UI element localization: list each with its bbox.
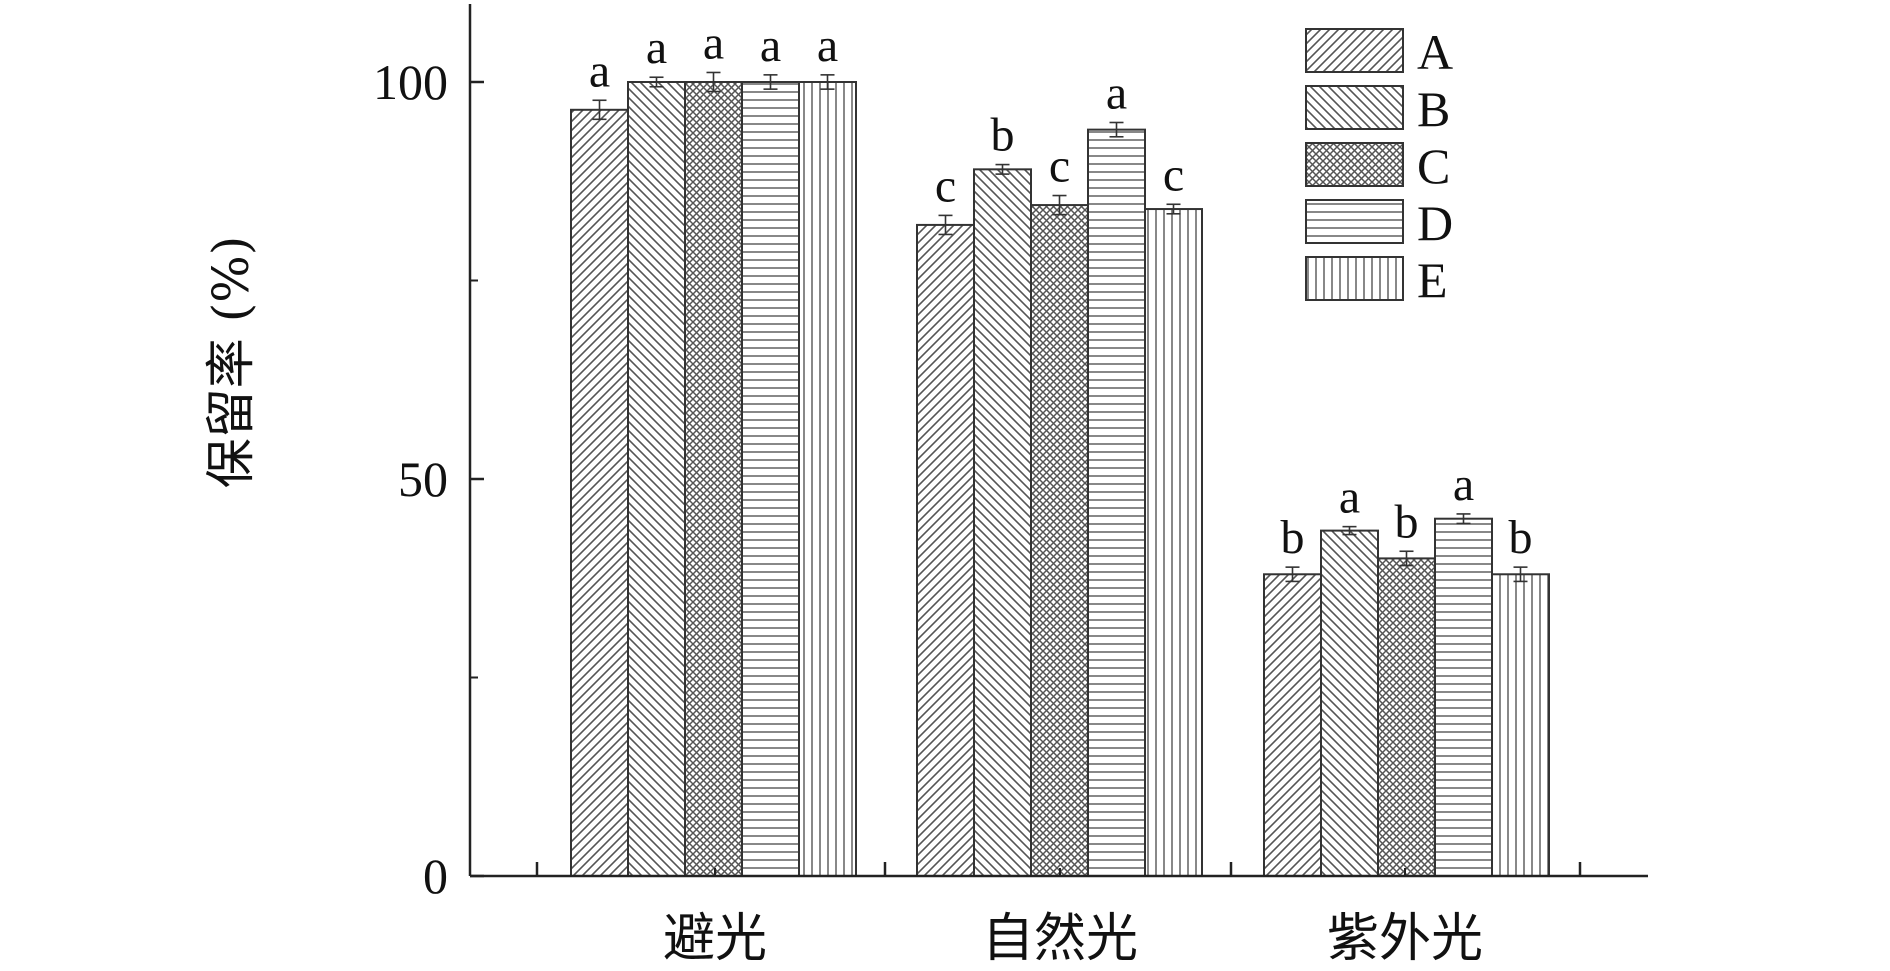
legend-swatch: [1305, 256, 1404, 301]
y-tick-label: 50: [398, 451, 448, 507]
legend-label: D: [1417, 195, 1453, 251]
bar: [916, 223, 975, 878]
bar: [570, 108, 629, 878]
bar: [1434, 517, 1493, 877]
bar: [684, 81, 743, 877]
significance-label: b: [1281, 511, 1305, 564]
legend-swatch: [1305, 142, 1404, 187]
error-bars-layer: [592, 71, 1528, 583]
significance-label: b: [1395, 495, 1419, 548]
y-tick-label: 0: [423, 848, 448, 904]
significance-label: c: [1163, 148, 1184, 201]
legend-label: A: [1417, 24, 1453, 80]
legend-label: C: [1417, 138, 1450, 194]
significance-label: a: [646, 21, 667, 74]
bar: [1144, 208, 1203, 878]
bar: [1087, 128, 1146, 877]
x-ticks: 避光 自然光 紫外光: [535, 862, 1582, 969]
y-axis-label: 保留率 (%): [202, 236, 260, 488]
legend-swatch: [1305, 28, 1404, 73]
bar: [973, 168, 1032, 877]
x-category-label: 避光: [663, 909, 767, 969]
bar: [741, 81, 800, 877]
x-category-label: 紫外光: [1327, 909, 1483, 969]
y-tick-label: 100: [373, 54, 448, 110]
bar: [1320, 529, 1379, 877]
x-category-label: 自然光: [982, 909, 1138, 969]
bar: [798, 81, 857, 877]
legend-swatch: [1305, 85, 1404, 130]
y-ticks: 0 50 100: [373, 54, 484, 904]
bar: [1030, 204, 1089, 877]
significance-label: a: [703, 16, 724, 69]
significance-label: a: [760, 19, 781, 72]
significance-label: c: [1049, 140, 1070, 193]
significance-label: b: [991, 109, 1015, 162]
significance-label: a: [1453, 458, 1474, 511]
legend-label: B: [1417, 81, 1450, 137]
bar: [1491, 573, 1550, 878]
significance-label: a: [817, 19, 838, 72]
bar: [627, 81, 686, 877]
significance-label: a: [1106, 66, 1127, 119]
significance-label: a: [589, 44, 610, 97]
significance-label: b: [1509, 511, 1533, 564]
significance-label: a: [1339, 471, 1360, 524]
significance-label: c: [935, 159, 956, 212]
legend-swatch: [1305, 199, 1404, 244]
legend-label: E: [1417, 252, 1448, 308]
bar: [1377, 557, 1436, 878]
bar: [1263, 573, 1322, 878]
